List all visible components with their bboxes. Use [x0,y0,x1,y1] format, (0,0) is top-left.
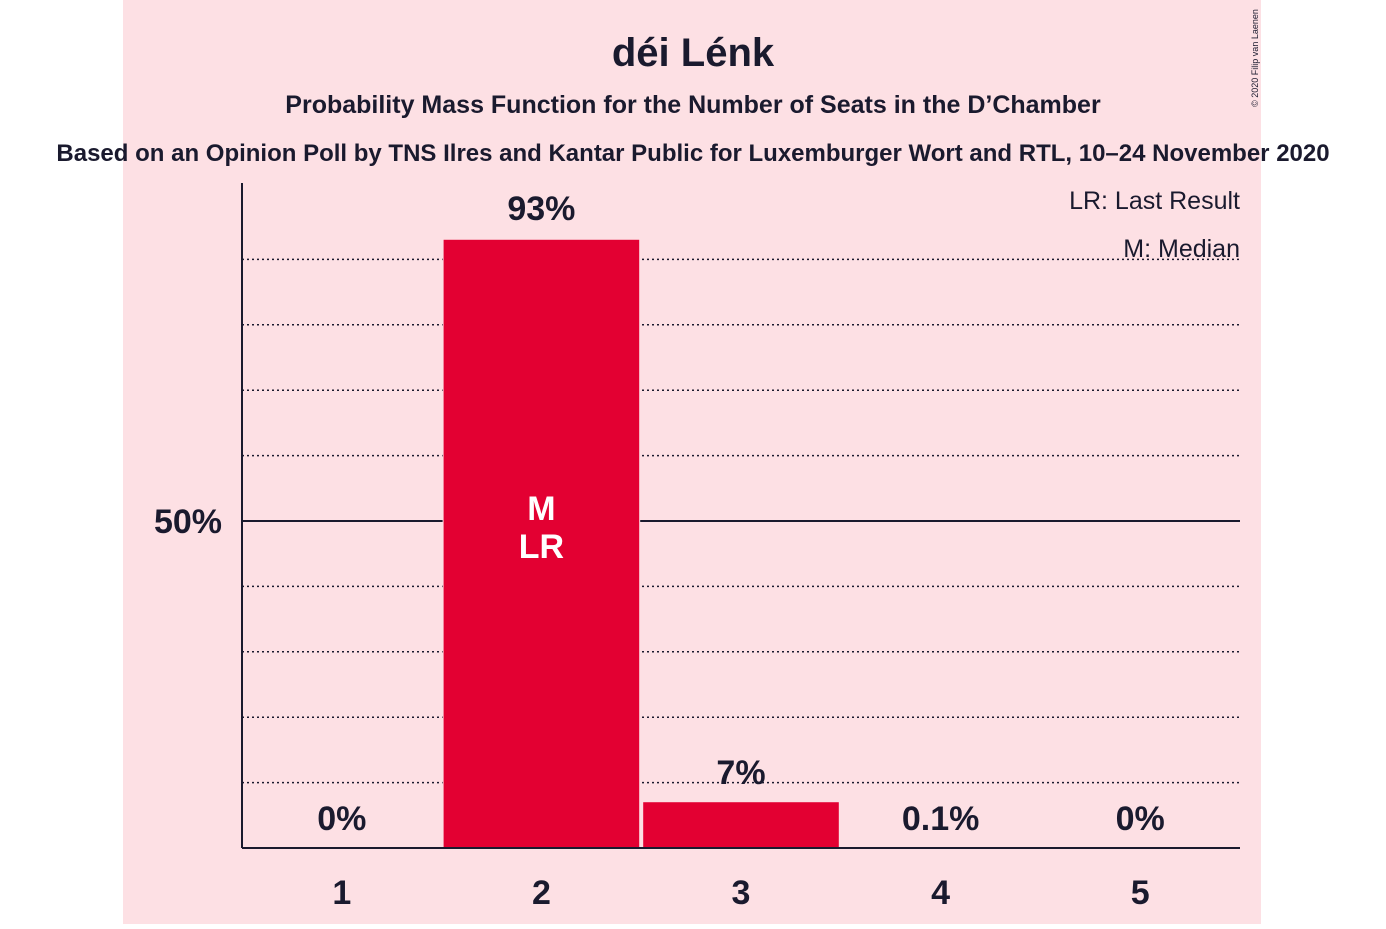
legend-last-result: LR: Last Result [1069,187,1240,215]
value-label-5: 0% [1116,800,1165,838]
bar-2 [443,239,640,848]
value-label-3: 7% [716,754,765,792]
copyright-text: © 2020 Filip van Laenen [1250,9,1260,107]
bar-3 [643,802,839,848]
bar-marker-lr: LR [519,528,564,566]
bar-gap [841,845,1040,848]
x-tick-label-5: 5 [1131,874,1150,912]
grid-layer: 50% [154,258,1240,784]
x-tick-label-3: 3 [732,874,751,912]
x-tick-label-4: 4 [931,874,950,912]
legend-median: M: Median [1123,235,1240,263]
chart-subtitle: Probability Mass Function for the Number… [285,91,1101,119]
chart-title: déi Lénk [612,31,775,75]
x-tick-label-2: 2 [532,874,551,912]
x-tick-label-1: 1 [332,874,351,912]
value-label-1: 0% [317,800,366,838]
value-label-2: 93% [507,190,575,228]
y-tick-label: 50% [154,503,222,541]
value-label-4: 0.1% [902,800,980,838]
chart-source: Based on an Opinion Poll by TNS Ilres an… [56,140,1329,167]
background-band [123,0,1261,924]
bar-layer: 0% 1 93% 2 MLR 7% 3 0.1% 4 0% 5 [241,183,1240,912]
bar-marker-m: M [527,490,555,528]
